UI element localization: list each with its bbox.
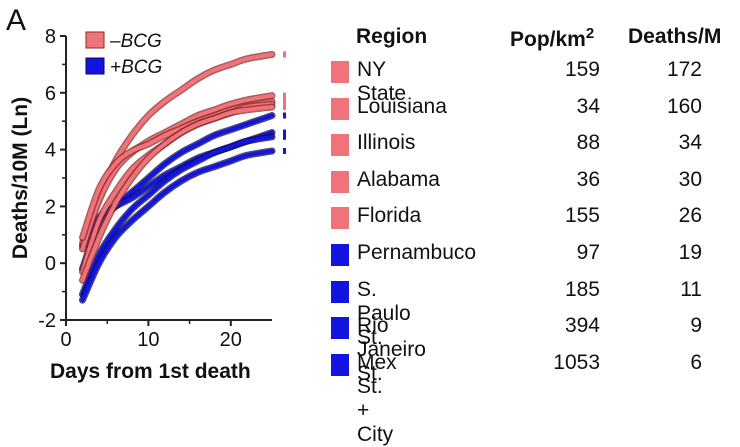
chart-lines xyxy=(78,50,276,304)
series-line-s-paulo-st xyxy=(80,130,274,249)
end-marker-louisiana xyxy=(283,92,286,99)
y-tick-label: 8 xyxy=(45,26,56,48)
legend-label-BCG: +BCG xyxy=(110,57,162,78)
row-swatch-noBCG xyxy=(331,207,349,230)
row-region: Pernambuco xyxy=(357,241,477,264)
end-marker-florida xyxy=(283,104,286,110)
row-swatch-BCG xyxy=(331,280,349,303)
row-deaths-per-million: 30 xyxy=(678,167,702,191)
y-tick-label: 0 xyxy=(45,253,56,275)
x-tick-label: 10 xyxy=(137,329,159,351)
row-deaths-per-million: 6 xyxy=(690,350,702,374)
row-deaths-per-million: 172 xyxy=(666,58,702,81)
y-tick-label: 2 xyxy=(45,196,56,218)
row-region: Mex St. + City xyxy=(357,350,397,446)
x-axis-label: Days from 1st death xyxy=(50,360,251,383)
row-pop-density: 155 xyxy=(564,204,600,228)
y-tick-label: -2 xyxy=(38,310,56,332)
end-marker-pernambuco xyxy=(283,112,286,119)
row-swatch-noBCG xyxy=(331,61,349,83)
row-region: Florida xyxy=(357,204,422,228)
row-swatch-noBCG xyxy=(331,134,349,157)
row-deaths-per-million: 11 xyxy=(680,277,702,301)
y-tick-label: 6 xyxy=(45,83,56,105)
chart-end-markers xyxy=(283,51,286,155)
series-outline-s-paulo-st xyxy=(78,129,276,250)
row-pop-density: 34 xyxy=(576,94,600,118)
legend-swatch-noBCG xyxy=(85,31,105,49)
panel-label: A xyxy=(6,4,26,37)
end-marker-rio-janeiro-st xyxy=(283,133,286,140)
row-deaths-per-million: 26 xyxy=(678,204,702,228)
y-tick-label: 4 xyxy=(45,140,56,162)
chart-legend: –BCG +BCG xyxy=(85,31,162,78)
legend-label-noBCG: –BCG xyxy=(109,31,162,52)
row-pop-density: 159 xyxy=(564,58,600,81)
y-axis-label: Deaths/10M (Ln) xyxy=(9,97,32,259)
row-region: S. Paulo St. xyxy=(357,277,411,349)
row-pop-density: 88 xyxy=(576,131,600,155)
end-marker-s-paulo-st xyxy=(283,129,286,136)
header-pop-density: Pop/km2 xyxy=(510,25,594,52)
row-deaths-per-million: 9 xyxy=(690,314,702,338)
x-tick-label: 20 xyxy=(220,329,242,351)
x-tick-label: 0 xyxy=(60,329,71,351)
row-region: Alabama xyxy=(357,167,440,191)
series-line-rio-janeiro-st xyxy=(80,134,274,297)
row-swatch-BCG xyxy=(331,317,349,340)
row-pop-density: 97 xyxy=(576,241,600,264)
row-pop-density: 394 xyxy=(564,314,600,338)
header-deaths: Deaths/M xyxy=(628,25,722,48)
row-region: Louisiana xyxy=(357,94,447,118)
row-pop-density: 185 xyxy=(564,277,600,301)
legend-swatch-BCG xyxy=(85,57,105,75)
row-pop-density: 1053 xyxy=(553,350,600,374)
header-pop-sup: 2 xyxy=(585,25,595,42)
row-region: Rio Janeiro St. xyxy=(357,314,426,386)
series-line-florida xyxy=(80,105,274,283)
row-swatch-noBCG xyxy=(331,170,349,193)
row-deaths-per-million: 19 xyxy=(678,241,702,264)
row-region: Illinois xyxy=(357,131,416,155)
end-marker-mex-st-city xyxy=(283,148,286,155)
row-swatch-BCG xyxy=(331,353,349,376)
row-swatch-BCG xyxy=(331,244,349,266)
row-region: NY State xyxy=(357,58,407,105)
row-deaths-per-million: 34 xyxy=(678,131,702,155)
header-pop-main: Pop/km xyxy=(510,28,586,51)
row-pop-density: 36 xyxy=(576,167,600,191)
end-marker-ny-state xyxy=(283,51,286,58)
series-line-mex-st-city xyxy=(80,149,274,303)
row-swatch-noBCG xyxy=(331,97,349,120)
row-deaths-per-million: 160 xyxy=(666,94,702,118)
header-region: Region xyxy=(356,25,428,48)
